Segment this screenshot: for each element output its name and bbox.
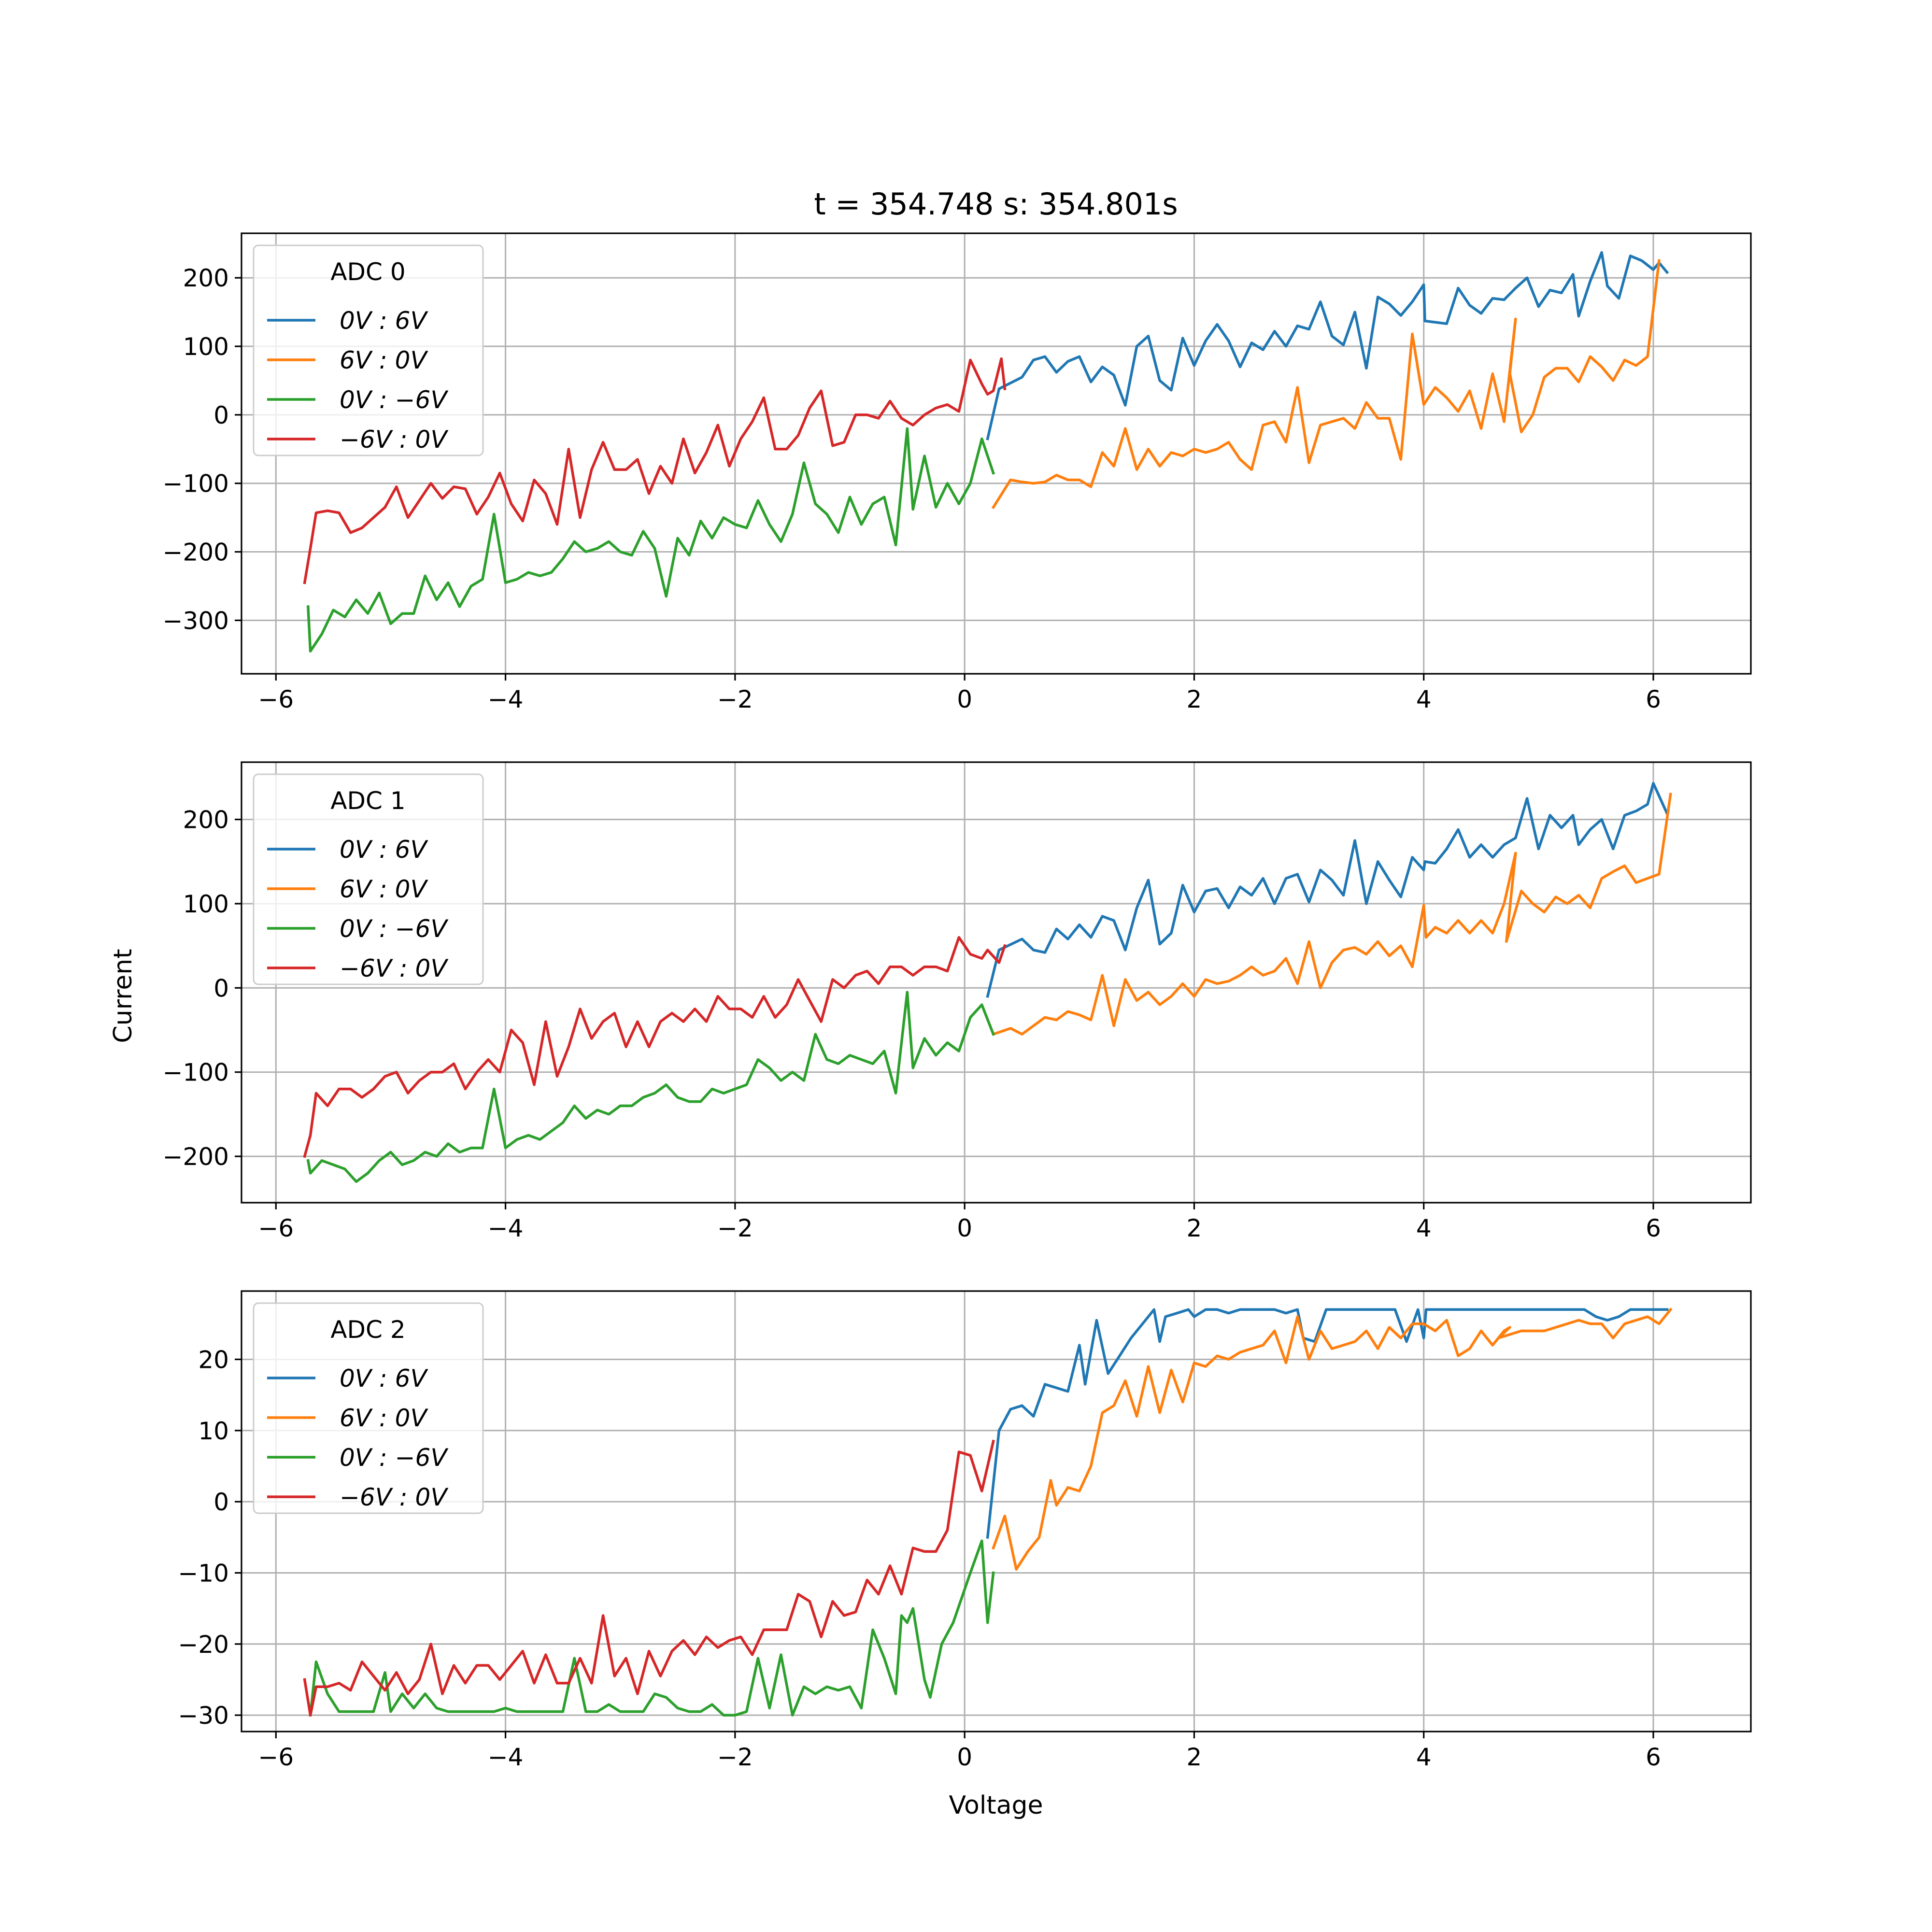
x-tick-label: −6 (258, 1214, 294, 1242)
legend-label-0: 0V : 6V (340, 836, 428, 864)
legend-box (253, 1302, 484, 1514)
x-tick-label: −2 (717, 1214, 753, 1242)
y-tick-label: −30 (178, 1702, 229, 1730)
legend-box (253, 244, 484, 456)
x-tick-label: −2 (717, 1743, 753, 1771)
legend-label-1: 6V : 0V (340, 875, 428, 903)
x-tick-label: 4 (1416, 1214, 1432, 1242)
plot-frame (241, 761, 1752, 1204)
x-tick-label: 0 (957, 1214, 972, 1242)
subplot-adc-1: −6 −4 −2 0 2 4 6 −200 −100 0 100 200 ADC 1 0V : 6V 6V … (163, 761, 1752, 1242)
legend-label-0: 0V : 6V (340, 1364, 428, 1392)
y-tick-label: 200 (183, 806, 229, 834)
legend-label-3: −6V : 0V (340, 954, 449, 982)
series-line-1 (991, 259, 1661, 510)
series-line-3 (303, 936, 1007, 1158)
x-tick-label: 0 (957, 685, 972, 713)
series-line-1 (992, 1307, 1673, 1571)
x-tick-label: 4 (1416, 685, 1432, 713)
y-tick-label: 0 (213, 1488, 229, 1516)
x-tick-label: −2 (717, 685, 753, 713)
series-line-2 (309, 1539, 995, 1717)
series-lines (303, 1307, 1673, 1717)
y-tick-label: 0 (213, 974, 229, 1002)
x-tick-label: 2 (1187, 1214, 1202, 1242)
series-lines (303, 781, 1672, 1183)
legend-label-3: −6V : 0V (340, 426, 449, 454)
legend-label-1: 6V : 0V (340, 346, 428, 374)
legend-label-2: 0V : −6V (340, 386, 449, 414)
x-tick-label: 6 (1646, 1743, 1661, 1771)
legend-title: ADC 1 (330, 787, 405, 815)
series-line-1 (992, 793, 1672, 1036)
legend-title: ADC 2 (330, 1316, 405, 1344)
series-line-0 (986, 781, 1669, 998)
series-line-2 (306, 991, 995, 1183)
legend-label-0: 0V : 6V (340, 307, 428, 335)
legend-title: ADC 0 (330, 258, 405, 286)
x-tick-label: 6 (1646, 1214, 1661, 1242)
x-tick-label: 2 (1187, 1743, 1202, 1771)
y-tick-label: −200 (163, 1143, 229, 1171)
x-tick-label: 0 (957, 1743, 972, 1771)
y-tick-label: 0 (213, 401, 229, 429)
x-axis-label: Voltage (949, 1791, 1043, 1820)
x-tick-label: 4 (1416, 1743, 1432, 1771)
legend-label-2: 0V : −6V (340, 915, 449, 943)
y-axis-label: Current (109, 949, 138, 1043)
series-line-3 (303, 1439, 995, 1717)
legend-label-2: 0V : −6V (340, 1444, 449, 1472)
y-tick-label: 10 (198, 1417, 229, 1445)
y-tick-label: −20 (178, 1631, 229, 1659)
x-tick-label: −4 (488, 685, 524, 713)
x-tick-label: −4 (488, 1743, 524, 1771)
y-tick-label: −10 (178, 1559, 229, 1587)
subplot-adc-0: −6 −4 −2 0 2 4 6 −300 −200 −100 0 100 200 ADC 0 0V : 6… (163, 232, 1752, 713)
grid (242, 1291, 1751, 1732)
series-lines (303, 251, 1669, 653)
y-tick-label: 20 (198, 1346, 229, 1374)
series-line-3 (303, 357, 1007, 584)
legend-box (253, 773, 484, 985)
series-line-0 (986, 1308, 1669, 1539)
y-tick-label: −300 (163, 607, 229, 635)
figure-title: t = 354.748 s: 354.801s (814, 186, 1178, 222)
grid (242, 233, 1751, 674)
y-tick-label: 200 (183, 264, 229, 292)
x-tick-label: 2 (1187, 685, 1202, 713)
y-tick-label: −100 (163, 1059, 229, 1087)
x-tick-label: 6 (1646, 685, 1661, 713)
x-tick-label: −4 (488, 1214, 524, 1242)
legend: ADC 1 0V : 6V 6V : 0V 0V : −6V −6V : 0V (253, 773, 484, 985)
x-tick-label: −6 (258, 685, 294, 713)
y-tick-label: 100 (183, 890, 229, 918)
legend: ADC 2 0V : 6V 6V : 0V 0V : −6V −6V : 0V (253, 1302, 484, 1514)
grid (242, 762, 1751, 1203)
plot-frame (241, 1290, 1752, 1733)
series-line-0 (986, 251, 1669, 440)
series-line-2 (306, 427, 995, 653)
y-tick-label: −100 (163, 470, 229, 498)
x-tick-label: −6 (258, 1743, 294, 1771)
legend-label-3: −6V : 0V (340, 1483, 449, 1511)
y-tick-label: −200 (163, 539, 229, 567)
legend: ADC 0 0V : 6V 6V : 0V 0V : −6V −6V : 0V (253, 244, 484, 456)
y-tick-label: 100 (183, 333, 229, 361)
plot-frame (241, 232, 1752, 675)
legend-label-1: 6V : 0V (340, 1404, 428, 1432)
